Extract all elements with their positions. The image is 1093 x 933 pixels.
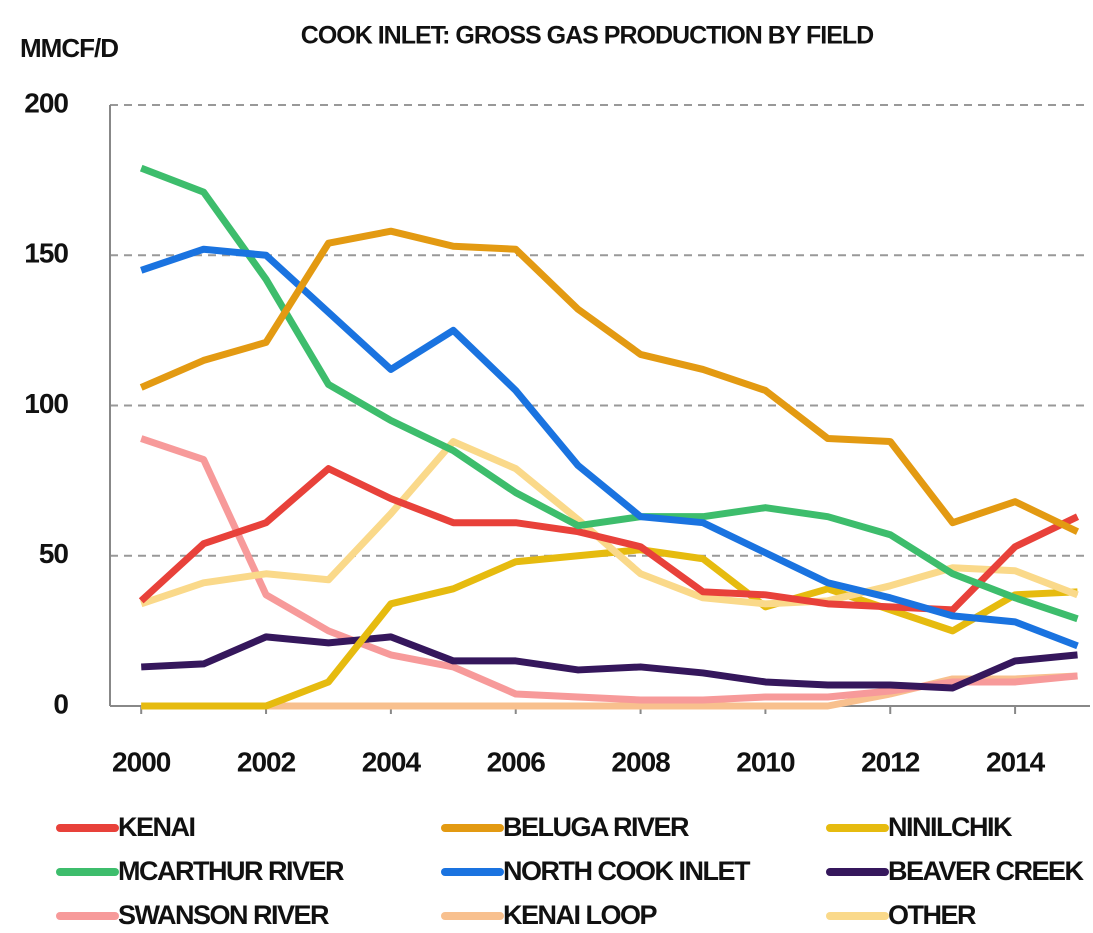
x-tick-label: 2010 [736, 746, 795, 777]
legend-label: KENAI LOOP [503, 900, 658, 930]
legend-label: NORTH COOK INLET [503, 856, 751, 886]
legend-label: SWANSON RIVER [118, 900, 329, 930]
series-line [141, 546, 1078, 710]
series-line [141, 633, 1078, 692]
legend-label: MCARTHUR RIVER [118, 856, 344, 886]
y-tick-label: 150 [24, 238, 68, 269]
x-tick-label: 2014 [986, 746, 1046, 777]
y-tick-label: 50 [39, 538, 69, 569]
series-line [139, 227, 1080, 535]
legend-label: KENAI [118, 812, 195, 842]
y-axis-label: MMCF/D [20, 33, 118, 63]
y-tick-label: 100 [24, 388, 68, 419]
legend-label: BELUGA RIVER [503, 812, 689, 842]
legend-label: OTHER [888, 900, 976, 930]
y-tick-label: 200 [24, 87, 68, 118]
x-tick-label: 2002 [237, 746, 296, 777]
x-tick-label: 2008 [611, 746, 670, 777]
legend-label: NINILCHIK [888, 812, 1013, 842]
x-tick-label: 2004 [362, 746, 422, 777]
series-line [139, 164, 1079, 623]
y-tick-label: 0 [53, 688, 68, 719]
chart-title: COOK INLET: GROSS GAS PRODUCTION BY FIEL… [301, 22, 873, 50]
x-tick-label: 2012 [861, 746, 920, 777]
x-tick-label: 2000 [112, 746, 171, 777]
x-tick-label: 2006 [487, 746, 546, 777]
series-line [140, 245, 1079, 650]
series-line [140, 438, 1079, 608]
legend-label: BEAVER CREEK [888, 856, 1085, 886]
